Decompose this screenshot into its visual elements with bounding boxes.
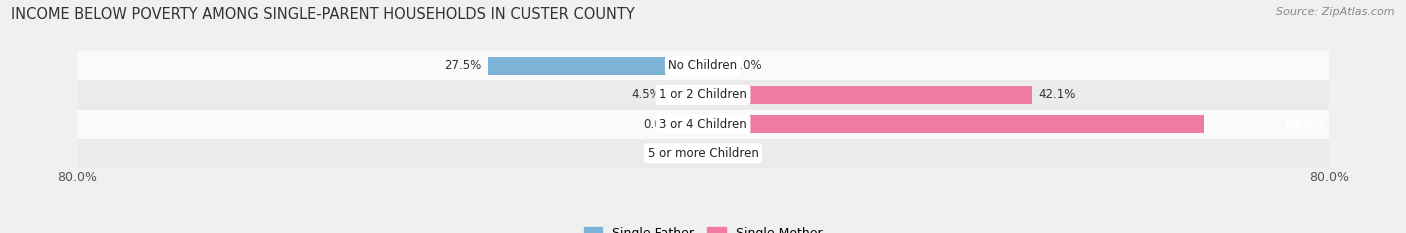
- Text: 0.0%: 0.0%: [733, 59, 762, 72]
- Bar: [703, 144, 727, 162]
- Bar: [703, 115, 1204, 133]
- Text: 0.0%: 0.0%: [733, 147, 762, 160]
- Bar: [679, 115, 703, 133]
- Bar: [703, 57, 727, 75]
- Text: 4.5%: 4.5%: [631, 89, 662, 101]
- Text: No Children: No Children: [668, 59, 738, 72]
- Bar: [77, 80, 1329, 110]
- Text: 42.1%: 42.1%: [1039, 89, 1076, 101]
- Bar: [77, 139, 1329, 168]
- Bar: [488, 57, 703, 75]
- Text: 0.0%: 0.0%: [644, 118, 673, 130]
- Text: 64.0%: 64.0%: [1284, 118, 1324, 130]
- Text: 3 or 4 Children: 3 or 4 Children: [659, 118, 747, 130]
- Text: 5 or more Children: 5 or more Children: [648, 147, 758, 160]
- Text: 0.0%: 0.0%: [644, 147, 673, 160]
- Text: Source: ZipAtlas.com: Source: ZipAtlas.com: [1277, 7, 1395, 17]
- Bar: [77, 110, 1329, 139]
- Bar: [668, 86, 703, 104]
- Bar: [703, 86, 1032, 104]
- Text: 1 or 2 Children: 1 or 2 Children: [659, 89, 747, 101]
- Text: 27.5%: 27.5%: [444, 59, 482, 72]
- Bar: [679, 144, 703, 162]
- Text: INCOME BELOW POVERTY AMONG SINGLE-PARENT HOUSEHOLDS IN CUSTER COUNTY: INCOME BELOW POVERTY AMONG SINGLE-PARENT…: [11, 7, 636, 22]
- Bar: [77, 51, 1329, 80]
- Legend: Single Father, Single Mother: Single Father, Single Mother: [579, 222, 827, 233]
